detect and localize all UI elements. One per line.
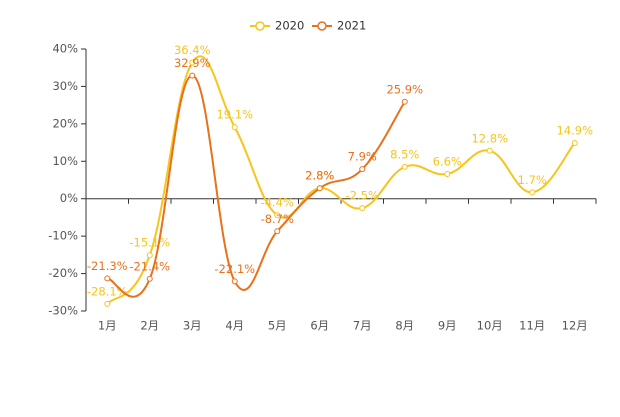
- point: [274, 212, 281, 219]
- x-tick-label: 3月: [183, 319, 202, 333]
- y-tick-label: -20%: [48, 266, 78, 280]
- point: [486, 147, 493, 154]
- x-tick-label: 12月: [562, 319, 588, 333]
- value-label: -8.7%: [261, 212, 294, 226]
- value-label: -2.5%: [346, 189, 379, 203]
- x-tick-label: 10月: [477, 319, 503, 333]
- value-label: 1.7%: [518, 173, 547, 187]
- x-tick-label: 4月: [225, 319, 244, 333]
- value-label: 25.9%: [386, 82, 423, 96]
- value-label: -21.3%: [87, 259, 128, 273]
- point: [189, 72, 196, 79]
- point: [529, 189, 536, 196]
- legend-label: 2020: [275, 19, 304, 33]
- point: [401, 163, 408, 170]
- point: [359, 166, 366, 173]
- x-tick-label: 2月: [140, 319, 159, 333]
- point: [189, 59, 196, 66]
- point: [401, 98, 408, 105]
- point: [571, 139, 578, 146]
- point: [444, 171, 451, 178]
- x-tick-label: 6月: [310, 319, 329, 333]
- y-tick-label: -10%: [48, 229, 78, 243]
- legend-marker: [255, 21, 265, 31]
- value-label: 2.8%: [305, 169, 334, 183]
- value-label: 36.4%: [174, 43, 211, 57]
- legend-label: 2021: [337, 19, 366, 33]
- value-label: 2.8%: [305, 169, 334, 183]
- point: [146, 275, 153, 282]
- value-label: 7.9%: [348, 150, 377, 164]
- point: [231, 124, 238, 131]
- y-tick-label: 0%: [60, 191, 78, 205]
- legend-marker: [317, 21, 327, 31]
- point: [231, 278, 238, 285]
- x-tick-label: 11月: [519, 319, 545, 333]
- value-label: -15.1%: [129, 236, 170, 250]
- y-tick-label: -30%: [48, 304, 78, 318]
- x-tick-label: 5月: [268, 319, 287, 333]
- point: [146, 252, 153, 259]
- point: [104, 300, 111, 307]
- y-tick-label: 40%: [52, 42, 78, 56]
- point: [359, 205, 366, 212]
- y-tick-label: 30%: [52, 79, 78, 93]
- x-tick-label: 7月: [353, 319, 372, 333]
- value-label: 12.8%: [471, 131, 508, 145]
- point: [316, 185, 323, 192]
- value-label: -4.4%: [261, 196, 294, 210]
- value-label: 32.9%: [174, 56, 211, 70]
- value-label: 6.6%: [433, 155, 462, 169]
- value-label: 19.1%: [216, 108, 253, 122]
- y-tick-label: 10%: [52, 154, 78, 168]
- value-label: 8.5%: [390, 147, 419, 161]
- value-label: -22.1%: [214, 262, 255, 276]
- x-tick-label: 9月: [438, 319, 457, 333]
- x-tick-label: 1月: [98, 319, 117, 333]
- x-tick-label: 8月: [395, 319, 414, 333]
- point: [104, 275, 111, 282]
- value-label: 14.9%: [556, 123, 593, 137]
- y-tick-label: 20%: [52, 116, 78, 130]
- value-label: -21.4%: [129, 259, 170, 273]
- point: [274, 228, 281, 235]
